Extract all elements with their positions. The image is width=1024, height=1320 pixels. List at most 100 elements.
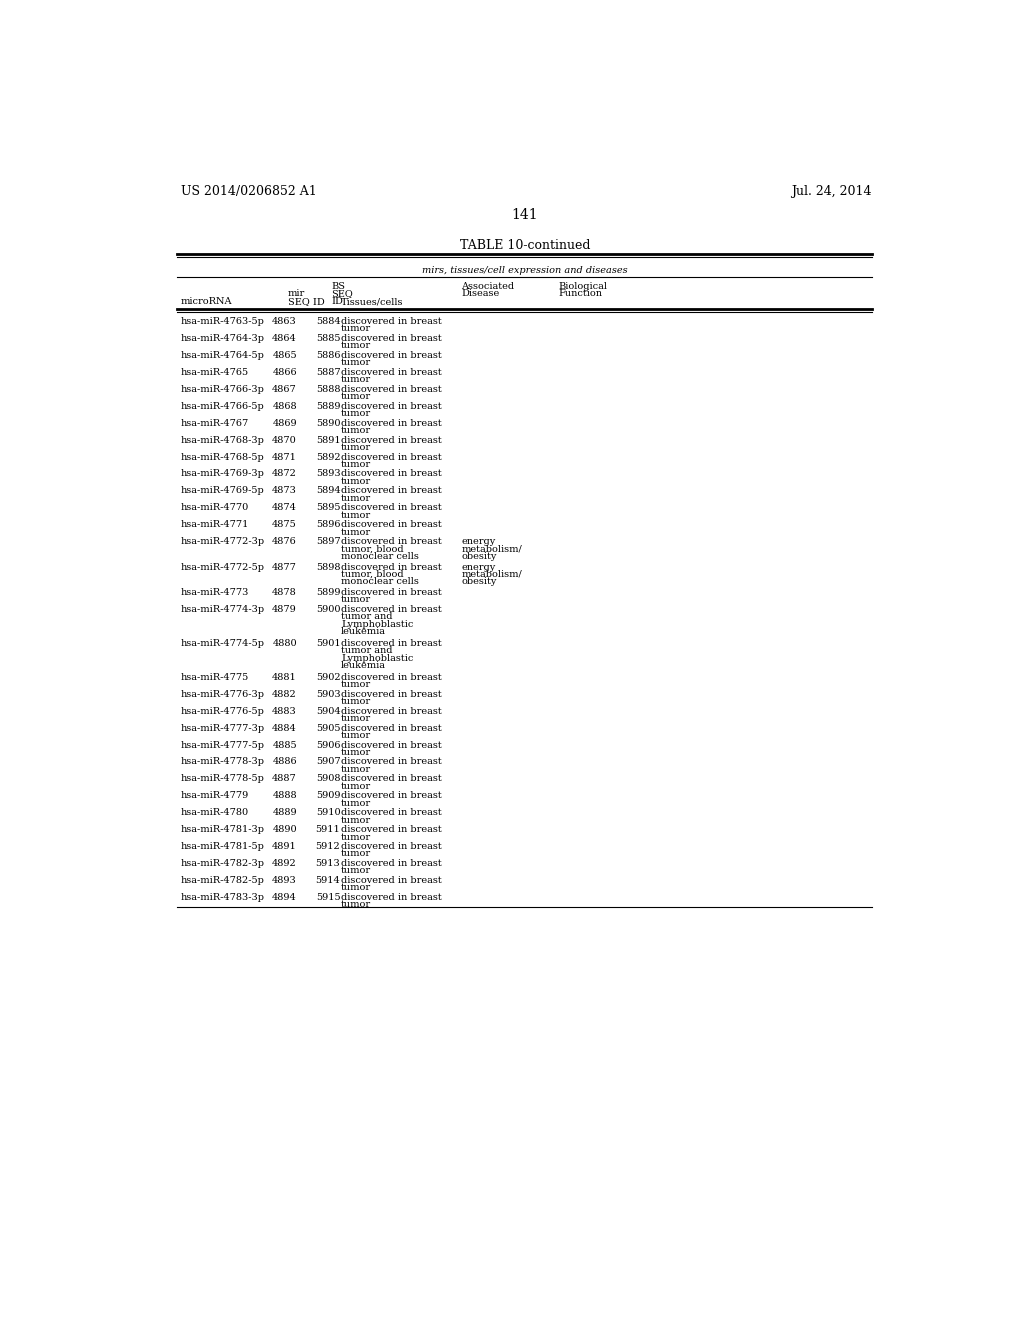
Text: tumor: tumor (341, 392, 372, 401)
Text: Function: Function (558, 289, 602, 298)
Text: metabolism/: metabolism/ (461, 570, 522, 579)
Text: tumor: tumor (341, 459, 372, 469)
Text: discovered in breast: discovered in breast (341, 487, 442, 495)
Text: tumor: tumor (341, 697, 372, 706)
Text: discovered in breast: discovered in breast (341, 503, 442, 512)
Text: 4867: 4867 (272, 385, 297, 393)
Text: 4868: 4868 (272, 401, 297, 411)
Text: tumor: tumor (341, 426, 372, 436)
Text: 4864: 4864 (272, 334, 297, 343)
Text: tumor: tumor (341, 528, 372, 537)
Text: 5900: 5900 (315, 605, 340, 614)
Text: SEQ: SEQ (331, 289, 353, 298)
Text: hsa-miR-4781-3p: hsa-miR-4781-3p (180, 825, 264, 834)
Text: tumor: tumor (341, 595, 372, 605)
Text: tumor, blood: tumor, blood (341, 545, 403, 553)
Text: discovered in breast: discovered in breast (341, 859, 442, 869)
Text: hsa-miR-4779: hsa-miR-4779 (180, 792, 249, 800)
Text: 4893: 4893 (272, 876, 297, 884)
Text: hsa-miR-4780: hsa-miR-4780 (180, 808, 249, 817)
Text: hsa-miR-4772-5p: hsa-miR-4772-5p (180, 562, 264, 572)
Text: hsa-miR-4766-5p: hsa-miR-4766-5p (180, 401, 264, 411)
Text: mir: mir (288, 289, 305, 298)
Text: hsa-miR-4765: hsa-miR-4765 (180, 368, 249, 376)
Text: 4892: 4892 (272, 859, 297, 869)
Text: 5907: 5907 (315, 758, 340, 767)
Text: hsa-miR-4763-5p: hsa-miR-4763-5p (180, 317, 264, 326)
Text: monoclear cells: monoclear cells (341, 552, 419, 561)
Text: 5908: 5908 (315, 775, 340, 783)
Text: 5912: 5912 (315, 842, 340, 851)
Text: discovered in breast: discovered in breast (341, 317, 442, 326)
Text: 4880: 4880 (272, 639, 297, 648)
Text: hsa-miR-4782-5p: hsa-miR-4782-5p (180, 876, 264, 884)
Text: discovered in breast: discovered in breast (341, 706, 442, 715)
Text: 4876: 4876 (272, 537, 297, 546)
Text: tumor: tumor (341, 781, 372, 791)
Text: tumor: tumor (341, 494, 372, 503)
Text: 5886: 5886 (315, 351, 340, 360)
Text: 4875: 4875 (272, 520, 297, 529)
Text: 5915: 5915 (315, 892, 340, 902)
Text: discovered in breast: discovered in breast (341, 876, 442, 884)
Text: 5914: 5914 (315, 876, 340, 884)
Text: tumor: tumor (341, 816, 372, 825)
Text: tumor: tumor (341, 833, 372, 842)
Text: 4865: 4865 (272, 351, 297, 360)
Text: tumor, blood: tumor, blood (341, 570, 403, 579)
Text: 4882: 4882 (272, 689, 297, 698)
Text: 141: 141 (511, 209, 539, 223)
Text: 5890: 5890 (315, 418, 340, 428)
Text: obesity: obesity (461, 552, 497, 561)
Text: hsa-miR-4778-5p: hsa-miR-4778-5p (180, 775, 264, 783)
Text: Biological: Biological (558, 281, 607, 290)
Text: hsa-miR-4768-3p: hsa-miR-4768-3p (180, 436, 264, 445)
Text: 4885: 4885 (272, 741, 297, 750)
Text: discovered in breast: discovered in breast (341, 436, 442, 445)
Text: 4873: 4873 (272, 487, 297, 495)
Text: hsa-miR-4766-3p: hsa-miR-4766-3p (180, 385, 264, 393)
Text: hsa-miR-4777-5p: hsa-miR-4777-5p (180, 741, 264, 750)
Text: 4890: 4890 (272, 825, 297, 834)
Text: tumor: tumor (341, 375, 372, 384)
Text: tumor: tumor (341, 409, 372, 418)
Text: hsa-miR-4772-3p: hsa-miR-4772-3p (180, 537, 265, 546)
Text: hsa-miR-4774-3p: hsa-miR-4774-3p (180, 605, 265, 614)
Text: 5911: 5911 (315, 825, 340, 834)
Text: 4866: 4866 (272, 368, 297, 376)
Text: 4884: 4884 (272, 723, 297, 733)
Text: monoclear cells: monoclear cells (341, 577, 419, 586)
Text: tumor: tumor (341, 477, 372, 486)
Text: 4894: 4894 (272, 892, 297, 902)
Text: discovered in breast: discovered in breast (341, 520, 442, 529)
Text: 4887: 4887 (272, 775, 297, 783)
Text: metabolism/: metabolism/ (461, 545, 522, 553)
Text: discovered in breast: discovered in breast (341, 723, 442, 733)
Text: tumor: tumor (341, 764, 372, 774)
Text: discovered in breast: discovered in breast (341, 562, 442, 572)
Text: 4874: 4874 (272, 503, 297, 512)
Text: discovered in breast: discovered in breast (341, 892, 442, 902)
Text: Lymphoblastic: Lymphoblastic (341, 619, 414, 628)
Text: Lymphoblastic: Lymphoblastic (341, 653, 414, 663)
Text: discovered in breast: discovered in breast (341, 605, 442, 614)
Text: 5898: 5898 (315, 562, 340, 572)
Text: hsa-miR-4770: hsa-miR-4770 (180, 503, 249, 512)
Text: 5904: 5904 (315, 706, 340, 715)
Text: 5909: 5909 (315, 792, 340, 800)
Text: 4883: 4883 (272, 706, 297, 715)
Text: 5913: 5913 (315, 859, 340, 869)
Text: 5888: 5888 (315, 385, 340, 393)
Text: 5896: 5896 (315, 520, 340, 529)
Text: 5895: 5895 (315, 503, 340, 512)
Text: obesity: obesity (461, 577, 497, 586)
Text: discovered in breast: discovered in breast (341, 368, 442, 376)
Text: 5889: 5889 (315, 401, 340, 411)
Text: discovered in breast: discovered in breast (341, 792, 442, 800)
Text: tumor: tumor (341, 900, 372, 909)
Text: tumor and: tumor and (341, 612, 392, 622)
Text: 4879: 4879 (272, 605, 297, 614)
Text: discovered in breast: discovered in breast (341, 825, 442, 834)
Text: hsa-miR-4767: hsa-miR-4767 (180, 418, 249, 428)
Text: discovered in breast: discovered in breast (341, 775, 442, 783)
